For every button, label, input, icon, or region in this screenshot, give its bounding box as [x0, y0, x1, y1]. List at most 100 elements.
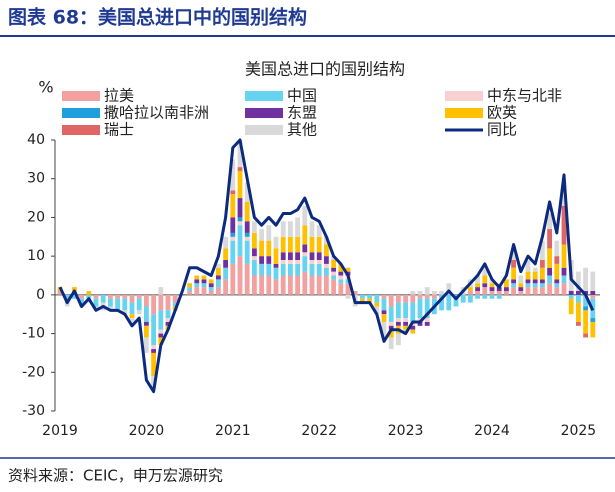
- bar-segment: [129, 318, 135, 326]
- bar-segment: [424, 287, 430, 295]
- bar-segment: [367, 294, 372, 299]
- bar-segment: [316, 275, 322, 295]
- x-tick-label: 2020: [129, 423, 165, 439]
- bar-segment: [561, 275, 567, 284]
- bar-segment: [208, 290, 214, 295]
- bar-segment: [554, 283, 560, 288]
- bar-segment: [216, 267, 221, 276]
- bar-segment: [525, 271, 531, 280]
- bar-segment: [367, 298, 372, 303]
- bar-segment: [172, 294, 178, 303]
- bar-segment: [446, 283, 452, 295]
- bar-segment: [151, 349, 156, 353]
- bar-segment: [136, 310, 142, 315]
- bar-segment: [374, 306, 380, 315]
- bar-segment: [252, 256, 257, 261]
- bar-segment: [338, 283, 344, 295]
- bar-segment: [165, 321, 171, 326]
- bar-segment: [460, 294, 466, 303]
- bar-segment: [540, 267, 545, 280]
- bar-segment: [482, 275, 488, 284]
- y-tick-label: -20: [22, 364, 45, 380]
- bar-segment: [72, 294, 77, 299]
- bar-segment: [525, 287, 531, 295]
- bar-segment: [475, 275, 480, 284]
- bar-segment: [583, 267, 588, 291]
- bar-segment: [237, 140, 243, 168]
- bar-segment: [396, 302, 401, 319]
- bar-segment: [331, 275, 336, 280]
- bar-segment: [590, 290, 596, 295]
- bar-segment: [295, 252, 300, 261]
- bar-segment: [108, 294, 113, 299]
- bar-segment: [583, 306, 588, 311]
- bar-segment: [525, 279, 531, 284]
- bar-segment: [158, 287, 164, 295]
- bar-segment: [547, 248, 552, 268]
- bar-segment: [439, 290, 444, 295]
- bar-segment: [201, 287, 207, 295]
- bar-segment: [266, 263, 272, 276]
- bar-segment: [79, 298, 84, 307]
- bar-segment: [482, 283, 488, 288]
- bar-segment: [475, 294, 480, 299]
- legend-swatch: [445, 91, 483, 101]
- bar-segment: [388, 337, 394, 350]
- bar-segment: [324, 267, 329, 276]
- bar-segment: [424, 294, 430, 299]
- bar-segment: [302, 205, 308, 226]
- bar-segment: [165, 318, 171, 322]
- bar-segment: [360, 298, 365, 303]
- bar-segment: [316, 252, 322, 261]
- legend-label: 拉美: [104, 87, 134, 105]
- bar-segment: [496, 290, 502, 295]
- bar-segment: [547, 229, 552, 249]
- bar-segment: [165, 310, 171, 319]
- bar-segment: [403, 321, 408, 326]
- bar-segment: [244, 236, 250, 241]
- bar-segment: [518, 283, 524, 288]
- bar-segment: [115, 298, 120, 311]
- bar-segment: [151, 352, 156, 377]
- bar-segment: [439, 294, 444, 311]
- bar-segment: [230, 232, 236, 237]
- legend-label: 其他: [287, 121, 317, 139]
- bar-segment: [230, 236, 236, 241]
- bar-segment: [151, 314, 156, 346]
- bar-segment: [417, 321, 423, 326]
- bar-segment: [129, 294, 135, 303]
- bar-segment: [540, 287, 545, 295]
- bar-segment: [79, 294, 84, 299]
- bar-segment: [309, 260, 315, 264]
- footer-source: 资料来源：CEIC，申万宏源研究: [8, 467, 223, 485]
- bar-segment: [244, 201, 250, 222]
- bar-segment: [244, 221, 250, 233]
- bar-segment: [244, 263, 250, 295]
- bar-segment: [208, 287, 214, 291]
- bar-segment: [273, 279, 279, 295]
- bar-segment: [252, 260, 257, 276]
- bar-segment: [475, 290, 480, 295]
- bar-segment: [583, 294, 588, 307]
- bar-segment: [482, 287, 488, 295]
- legend-label: 中东与北非: [487, 87, 562, 105]
- bar-segment: [288, 260, 293, 264]
- bar-segment: [525, 260, 531, 272]
- bar-segment: [338, 271, 344, 276]
- bar-segment: [511, 283, 516, 288]
- bar-segment: [345, 283, 351, 295]
- bar-segment: [489, 283, 495, 288]
- legend-swatch: [62, 108, 100, 118]
- legend-swatch: [245, 108, 283, 118]
- legend-swatch: [245, 125, 283, 135]
- bar-segment: [86, 294, 92, 299]
- bar-segment: [302, 244, 308, 253]
- bar-segment: [381, 321, 387, 338]
- bar-segment: [158, 337, 164, 346]
- bar-segment: [381, 294, 387, 299]
- bar-segment: [144, 325, 149, 338]
- bar-segment: [64, 302, 70, 307]
- bar-segment: [381, 314, 387, 322]
- bar-segment: [100, 294, 106, 303]
- bar-segment: [237, 256, 243, 295]
